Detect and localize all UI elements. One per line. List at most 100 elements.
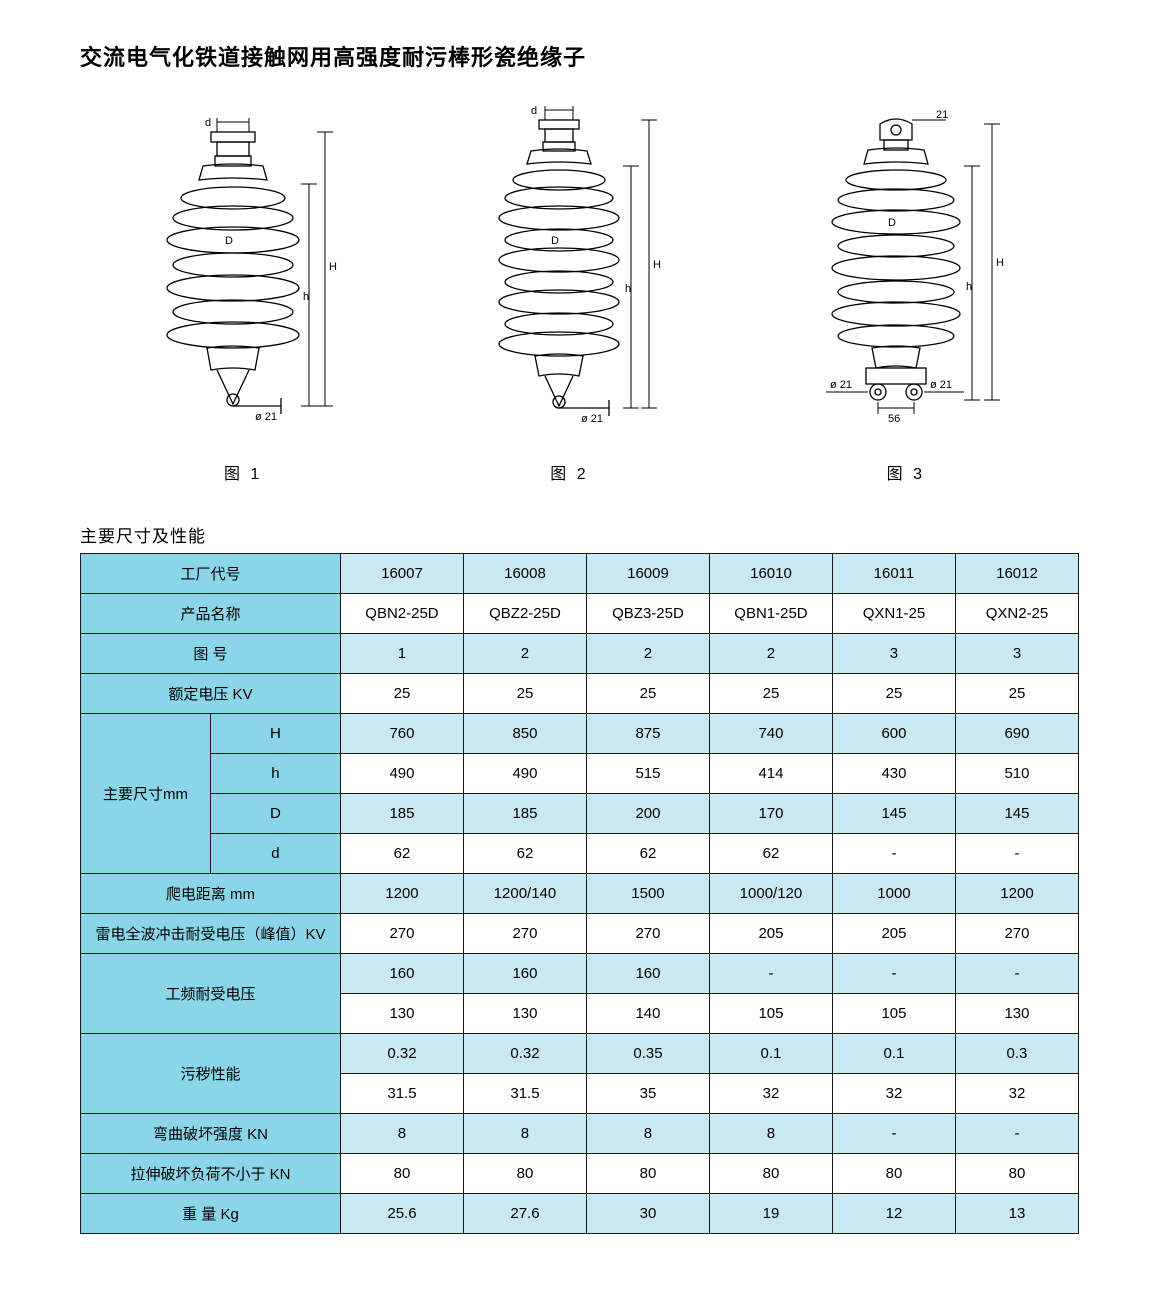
table-cell: 8 bbox=[709, 1114, 832, 1154]
table-cell: QBZ2-25D bbox=[463, 594, 586, 634]
table-cell: 0.1 bbox=[709, 1034, 832, 1074]
dim-phi21: ø 21 bbox=[581, 413, 603, 425]
table-cell: - bbox=[955, 834, 1078, 874]
spec-table: 工厂代号 16007 16008 16009 16010 16011 16012… bbox=[80, 553, 1079, 1234]
table-cell: 205 bbox=[709, 914, 832, 954]
table-cell: 3 bbox=[955, 634, 1078, 674]
label-pollution: 污秽性能 bbox=[81, 1034, 341, 1114]
caption-2: 图 2 bbox=[550, 460, 588, 484]
table-cell: - bbox=[832, 1114, 955, 1154]
table-cell: 760 bbox=[340, 714, 463, 754]
insulator-fig-2: d D h H ø 21 bbox=[459, 100, 679, 440]
table-cell: 12 bbox=[832, 1194, 955, 1234]
label-lightning: 雷电全波冲击耐受电压（峰值）KV bbox=[81, 914, 341, 954]
table-cell: 8 bbox=[586, 1114, 709, 1154]
caption-3: 图 3 bbox=[887, 460, 925, 484]
table-cell: 2 bbox=[586, 634, 709, 674]
table-cell: 80 bbox=[586, 1154, 709, 1194]
table-cell: 35 bbox=[586, 1074, 709, 1114]
table-cell: 490 bbox=[340, 754, 463, 794]
table-cell: 515 bbox=[586, 754, 709, 794]
table-cell: 0.1 bbox=[832, 1034, 955, 1074]
table-cell: 130 bbox=[463, 994, 586, 1034]
table-cell: 16011 bbox=[832, 554, 955, 594]
table-cell: - bbox=[709, 954, 832, 994]
table-cell: 145 bbox=[832, 794, 955, 834]
table-cell: 25 bbox=[709, 674, 832, 714]
table-cell: 510 bbox=[955, 754, 1078, 794]
table-cell: QXN2-25 bbox=[955, 594, 1078, 634]
table-cell: 2 bbox=[709, 634, 832, 674]
table-cell: 2 bbox=[463, 634, 586, 674]
table-cell: 8 bbox=[340, 1114, 463, 1154]
table-cell: 25 bbox=[463, 674, 586, 714]
dim-56: 56 bbox=[888, 413, 900, 425]
table-cell: 160 bbox=[586, 954, 709, 994]
table-cell: 80 bbox=[463, 1154, 586, 1194]
table-cell: 160 bbox=[463, 954, 586, 994]
table-cell: 62 bbox=[463, 834, 586, 874]
table-cell: 13 bbox=[955, 1194, 1078, 1234]
table-cell: QBN1-25D bbox=[709, 594, 832, 634]
label-fig: 图 号 bbox=[81, 634, 341, 674]
table-cell: 80 bbox=[832, 1154, 955, 1194]
table-cell: 145 bbox=[955, 794, 1078, 834]
table-cell: 32 bbox=[955, 1074, 1078, 1114]
table-cell: 80 bbox=[709, 1154, 832, 1194]
table-cell: 160 bbox=[340, 954, 463, 994]
dim-d-label: d bbox=[531, 105, 537, 117]
label-H: H bbox=[210, 714, 340, 754]
table-cell: 850 bbox=[463, 714, 586, 754]
table-cell: 270 bbox=[463, 914, 586, 954]
table-cell: QBN2-25D bbox=[340, 594, 463, 634]
table-cell: 25 bbox=[340, 674, 463, 714]
table-cell: QXN1-25 bbox=[832, 594, 955, 634]
dim-H-label: H bbox=[329, 261, 337, 273]
label-d: d bbox=[210, 834, 340, 874]
dim-H-label: H bbox=[996, 257, 1004, 269]
table-cell: 30 bbox=[586, 1194, 709, 1234]
caption-1: 图 1 bbox=[224, 460, 262, 484]
label-weight: 重 量 Kg bbox=[81, 1194, 341, 1234]
table-cell: 600 bbox=[832, 714, 955, 754]
table-cell: 19 bbox=[709, 1194, 832, 1234]
table-cell: 16007 bbox=[340, 554, 463, 594]
table-cell: 130 bbox=[340, 994, 463, 1034]
table-cell: - bbox=[832, 834, 955, 874]
dim-phi21: ø 21 bbox=[255, 411, 277, 423]
table-cell: 875 bbox=[586, 714, 709, 754]
table-cell: 270 bbox=[586, 914, 709, 954]
dim-d-label: d bbox=[205, 117, 211, 129]
table-cell: 740 bbox=[709, 714, 832, 754]
table-cell: 25 bbox=[955, 674, 1078, 714]
dim-top21: 21 bbox=[936, 110, 948, 121]
table-cell: 1200 bbox=[955, 874, 1078, 914]
diagrams-row: d D h H ø 21 图 1 bbox=[80, 100, 1079, 484]
table-cell: 25 bbox=[832, 674, 955, 714]
table-cell: 0.35 bbox=[586, 1034, 709, 1074]
table-cell: 32 bbox=[709, 1074, 832, 1114]
table-cell: 185 bbox=[463, 794, 586, 834]
label-tensile: 拉伸破坏负荷不小于 KN bbox=[81, 1154, 341, 1194]
table-cell: 25.6 bbox=[340, 1194, 463, 1234]
table-cell: 0.32 bbox=[463, 1034, 586, 1074]
table-cell: 170 bbox=[709, 794, 832, 834]
table-cell: 490 bbox=[463, 754, 586, 794]
label-creep: 爬电距离 mm bbox=[81, 874, 341, 914]
table-cell: 27.6 bbox=[463, 1194, 586, 1234]
table-cell: 8 bbox=[463, 1114, 586, 1154]
table-cell: 1 bbox=[340, 634, 463, 674]
diagram-1: d D h H ø 21 图 1 bbox=[133, 110, 353, 484]
table-cell: 185 bbox=[340, 794, 463, 834]
diagram-3: 21 D h H ø 21 ø 21 56 图 3 bbox=[786, 110, 1026, 484]
section-label: 主要尺寸及性能 bbox=[80, 522, 1079, 547]
table-cell: - bbox=[955, 954, 1078, 994]
table-cell: 16008 bbox=[463, 554, 586, 594]
dim-phi21-l: ø 21 bbox=[830, 379, 852, 391]
dim-D-label: D bbox=[225, 235, 233, 247]
table-cell: 270 bbox=[955, 914, 1078, 954]
table-cell: 62 bbox=[709, 834, 832, 874]
page-title: 交流电气化铁道接触网用高强度耐污棒形瓷绝缘子 bbox=[80, 40, 1079, 72]
table-cell: 80 bbox=[340, 1154, 463, 1194]
dim-D-label: D bbox=[551, 235, 559, 247]
